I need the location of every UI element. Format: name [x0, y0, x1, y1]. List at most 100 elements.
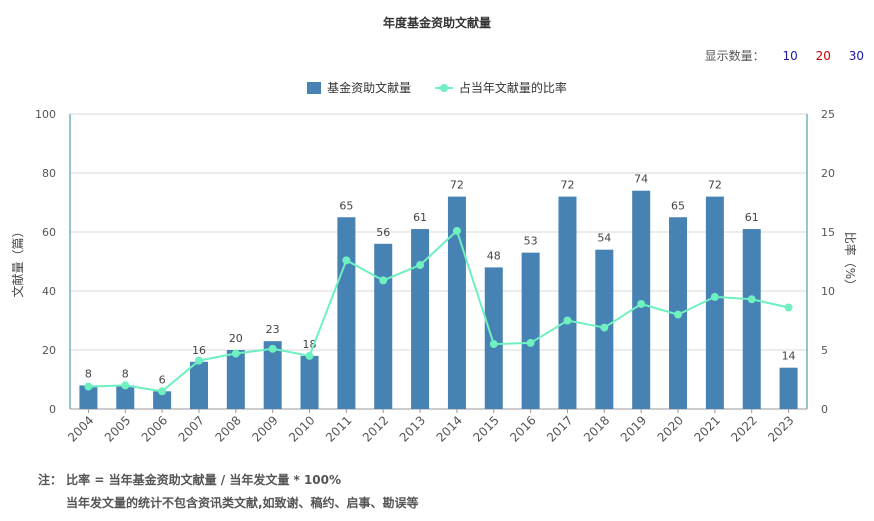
y2-tick-label: 0 [821, 403, 828, 416]
bar-value-label: 61 [745, 211, 759, 224]
chart-legend: 基金资助文献量 占当年文献量的比率 [0, 79, 874, 97]
bar-value-label: 72 [560, 179, 574, 192]
bar-value-label: 6 [159, 373, 166, 386]
ratio-point-2016 [526, 338, 535, 347]
x-tick-label: 2006 [139, 413, 170, 444]
bar-2013 [411, 229, 430, 409]
ratio-point-2006 [158, 387, 167, 396]
bar-value-label: 8 [122, 367, 129, 380]
ratio-line [88, 229, 789, 393]
bar-2004 [79, 385, 98, 409]
x-tick-label: 2013 [397, 413, 428, 444]
ratio-point-2017 [563, 316, 572, 325]
x-tick-label: 2008 [212, 413, 243, 444]
legend-bar-label: 基金资助文献量 [327, 81, 412, 95]
bar-2005 [116, 385, 135, 409]
x-tick-label: 2011 [323, 413, 354, 444]
legend-line-label: 占当年文献量的比率 [458, 81, 567, 95]
legend-item-line[interactable]: 占当年文献量的比率 [434, 79, 567, 96]
bar-2016 [521, 252, 540, 409]
x-tick-label: 2010 [286, 413, 317, 444]
bar-2009 [263, 341, 282, 409]
ratio-point-2020 [674, 310, 683, 319]
x-tick-label: 2007 [176, 413, 207, 444]
x-tick-label: 2022 [728, 413, 759, 444]
bar-2008 [226, 350, 245, 409]
bar-2007 [189, 361, 208, 409]
ratio-point-2011 [342, 256, 351, 265]
x-tick-label: 2005 [102, 413, 133, 444]
bar-value-label: 20 [229, 332, 243, 345]
x-tick-label: 2014 [434, 413, 465, 444]
ratio-point-2021 [710, 292, 719, 301]
bar-value-label: 54 [597, 232, 611, 245]
bar-2012 [374, 243, 393, 409]
x-tick-label: 2012 [360, 413, 391, 444]
bar-value-label: 53 [524, 235, 538, 248]
ratio-point-2010 [305, 351, 314, 360]
ratio-point-2019 [637, 299, 646, 308]
bar-value-label: 61 [413, 211, 427, 224]
bar-2014 [447, 196, 466, 409]
bar-2023 [779, 367, 798, 409]
legend-item-bar[interactable]: 基金资助文献量 [307, 79, 411, 96]
y-tick-label: 0 [49, 403, 56, 416]
x-tick-label: 2017 [544, 413, 575, 444]
ratio-point-2018 [600, 323, 609, 332]
x-tick-label: 2023 [765, 413, 796, 444]
bar-value-label: 8 [85, 367, 92, 380]
y2-tick-label: 5 [821, 344, 828, 357]
display-count-label: 显示数量： [704, 49, 765, 63]
x-tick-label: 2020 [655, 413, 686, 444]
legend-bar-swatch [307, 81, 322, 94]
chart-title: 年度基金资助文献量 [382, 16, 491, 30]
ratio-point-2012 [379, 276, 388, 285]
bar-2006 [153, 391, 172, 409]
bar-2019 [632, 190, 651, 409]
display-count-option-30[interactable]: 30 [848, 49, 864, 63]
bar-value-label: 74 [634, 173, 648, 186]
y-tick-label: 60 [42, 226, 56, 239]
bar-2021 [705, 196, 724, 409]
x-tick-label: 2004 [65, 413, 96, 444]
legend-line-swatch [434, 82, 453, 94]
bar-2022 [742, 229, 761, 409]
note-ratio-formula: 注： 比率 = 当年基金资助文献量 / 当年发文量 * 100% [38, 473, 342, 487]
y-tick-label: 100 [35, 108, 56, 121]
bar-value-label: 72 [708, 179, 722, 192]
x-tick-label: 2009 [249, 413, 280, 444]
bar-value-label: 14 [782, 350, 796, 363]
ratio-point-2008 [231, 349, 240, 358]
bar-2010 [300, 355, 319, 409]
bar-value-label: 48 [487, 249, 501, 262]
ratio-point-2007 [194, 356, 203, 365]
ratio-point-2005 [121, 381, 130, 390]
ratio-point-2014 [452, 226, 461, 235]
display-count-option-20[interactable]: 20 [815, 49, 831, 63]
bar-value-label: 23 [266, 323, 280, 336]
x-tick-label: 2016 [507, 413, 538, 444]
x-tick-label: 2015 [470, 413, 501, 444]
display-count-selector: 显示数量： 10 20 30 [705, 47, 864, 64]
x-tick-label: 2021 [691, 413, 722, 444]
display-count-option-10[interactable]: 10 [782, 49, 798, 63]
ratio-point-2023 [784, 303, 793, 312]
ratio-point-2022 [747, 295, 756, 304]
bar-value-label: 56 [376, 226, 390, 239]
y2-tick-label: 10 [821, 285, 835, 298]
x-tick-label: 2018 [581, 413, 612, 444]
bar-value-label: 72 [450, 179, 464, 192]
y2-tick-label: 20 [821, 167, 835, 180]
x-tick-label: 2019 [618, 413, 649, 444]
ratio-point-2004 [84, 382, 93, 391]
bar-2017 [558, 196, 577, 409]
y2-tick-label: 15 [821, 226, 835, 239]
y2-tick-label: 25 [821, 108, 835, 121]
ratio-point-2015 [489, 340, 498, 349]
bar-2011 [337, 217, 356, 409]
bar-value-label: 65 [671, 199, 685, 212]
note-exclusion: 当年发文量的统计不包含资讯类文献,如致谢、稿约、启事、勘误等 [66, 496, 419, 510]
bar-2015 [484, 267, 503, 409]
ratio-point-2009 [268, 344, 277, 353]
